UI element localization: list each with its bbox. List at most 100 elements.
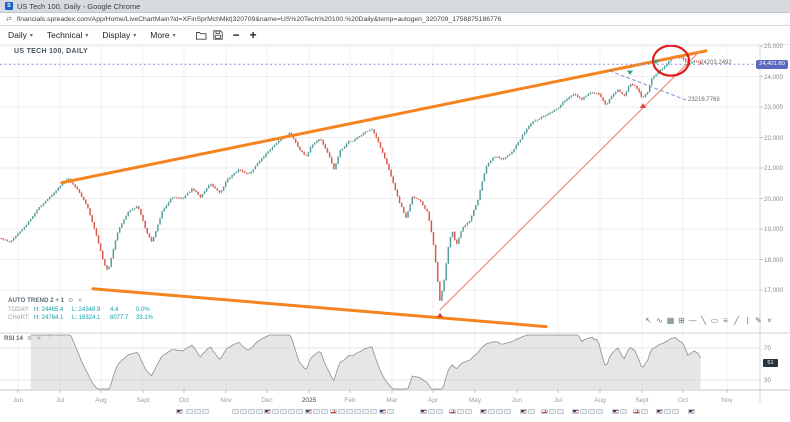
event-calendar-icon[interactable]	[557, 409, 564, 414]
close-tools-icon[interactable]: ×	[767, 316, 772, 325]
price-chart-canvas[interactable]	[0, 45, 790, 422]
url-text[interactable]: financials.spreadex.com/App/Home/LiveCha…	[16, 15, 502, 23]
legend-row-name: TODAY:	[8, 307, 30, 313]
event-calendar-icon[interactable]	[240, 409, 247, 414]
chevron-down-icon: ▾	[85, 32, 89, 39]
url-bar[interactable]: ⇄ financials.spreadex.com/App/Home/LiveC…	[0, 13, 790, 26]
event-calendar-icon[interactable]	[256, 409, 263, 414]
chart-type-tool-icon[interactable]: ⊞	[678, 316, 685, 325]
event-calendar-icon[interactable]	[580, 409, 587, 414]
menu-display[interactable]: Display ▾	[102, 30, 136, 40]
diagonal-line-tool-icon[interactable]: ╲	[701, 316, 706, 325]
event-calendar-icon[interactable]	[202, 409, 209, 414]
event-calendar-icon[interactable]	[596, 409, 603, 414]
event-calendar-icon[interactable]	[620, 409, 627, 414]
event-calendar-icon[interactable]	[288, 409, 295, 414]
event-calendar-icon[interactable]	[672, 409, 679, 414]
price-axis-label: 22,000	[764, 134, 783, 142]
event-calendar-icon[interactable]	[457, 409, 464, 414]
event-calendar-icon[interactable]	[387, 409, 394, 414]
close-icon[interactable]: ✕	[36, 336, 42, 342]
event-flag-us-icon[interactable]	[176, 409, 183, 414]
time-axis-label: Dec	[261, 397, 273, 404]
gear-icon[interactable]: ⚙	[68, 298, 74, 304]
candles	[0, 55, 702, 302]
current-price-badge: 24,401.80	[756, 59, 788, 69]
event-flag-us-icon[interactable]	[520, 409, 527, 414]
event-calendar-icon[interactable]	[194, 409, 201, 414]
event-calendar-icon[interactable]	[588, 409, 595, 414]
trendline-value-label-lower: 23216.7769	[688, 97, 720, 103]
event-calendar-icon[interactable]	[641, 409, 648, 414]
cursor-tool-icon[interactable]: ↖	[645, 316, 652, 325]
event-calendar-icon[interactable]	[296, 409, 303, 414]
event-calendar-icon[interactable]	[436, 409, 443, 414]
event-calendar-icon[interactable]	[528, 409, 535, 414]
event-calendar-icon[interactable]	[321, 409, 328, 414]
open-layout-button[interactable]	[195, 31, 207, 40]
ray-tool-icon[interactable]: ╱	[734, 316, 739, 325]
chevron-down-icon: ▾	[133, 32, 137, 39]
event-calendar-icon[interactable]	[504, 409, 511, 414]
price-axis-label: 21,000	[764, 165, 783, 172]
trendline-value-label-upper: 24203.2492	[700, 60, 732, 66]
annotation-tool-icon[interactable]: ≡	[723, 316, 728, 325]
close-icon[interactable]: ✕	[77, 298, 83, 304]
event-calendar-icon[interactable]	[428, 409, 435, 414]
event-calendar-icon[interactable]	[272, 409, 279, 414]
pencil-tool-icon[interactable]: ✎	[755, 316, 762, 325]
event-flag-us-icon[interactable]	[612, 409, 619, 414]
event-flag-us-icon[interactable]	[264, 409, 271, 414]
event-flag-us-icon[interactable]	[572, 409, 579, 414]
event-calendar-icon[interactable]	[465, 409, 472, 414]
zoom-out-button[interactable]: −	[232, 28, 240, 42]
gear-icon[interactable]: ⚙	[26, 336, 33, 342]
menu-interval[interactable]: Daily ▾	[8, 30, 33, 40]
event-calendar-icon[interactable]	[248, 409, 255, 414]
event-flag-uk-icon[interactable]	[449, 409, 456, 414]
event-calendar-icon[interactable]	[346, 409, 353, 414]
event-calendar-icon[interactable]	[549, 409, 556, 414]
event-calendar-icon[interactable]	[354, 409, 361, 414]
expand-pane-arrow-icon[interactable]: ↑	[48, 333, 52, 340]
event-calendar-icon[interactable]	[232, 409, 239, 414]
price-axis-label: 23,000	[764, 104, 783, 111]
window-title: US Tech 100, Daily - Google Chrome	[17, 1, 141, 11]
event-calendar-icon[interactable]	[186, 409, 193, 414]
event-calendar-icon[interactable]	[313, 409, 320, 414]
event-flag-us-icon[interactable]	[480, 409, 487, 414]
event-calendar-icon[interactable]	[362, 409, 369, 414]
menu-technical[interactable]: Technical ▾	[47, 30, 88, 40]
save-layout-button[interactable]	[213, 30, 223, 40]
divider-icon[interactable]: |	[746, 316, 749, 325]
event-calendar-icon[interactable]	[338, 409, 345, 414]
event-flag-uk-icon[interactable]	[541, 409, 548, 414]
price-axis-label: 19,000	[764, 226, 783, 233]
event-calendar-icon[interactable]	[488, 409, 495, 414]
event-flag-us-icon[interactable]	[656, 409, 663, 414]
event-calendar-icon[interactable]	[370, 409, 377, 414]
time-axis-label: Oct	[677, 397, 689, 404]
trendlines[interactable]	[0, 45, 757, 329]
time-axis-label: Aug	[95, 397, 107, 404]
horizontal-line-tool-icon[interactable]: —	[688, 316, 697, 325]
trend-tool-icon[interactable]: ∿	[656, 316, 663, 325]
time-axis-label: Sept	[136, 397, 150, 404]
event-flag-uk-icon[interactable]	[633, 409, 640, 414]
time-axis-label: Jun	[12, 397, 24, 404]
menu-more[interactable]: More ▾	[150, 30, 175, 40]
event-calendar-icon[interactable]	[280, 409, 287, 414]
rsi-study	[30, 334, 701, 390]
event-flag-us-icon[interactable]	[305, 409, 312, 414]
event-flag-us-icon[interactable]	[420, 409, 427, 414]
window-titlebar[interactable]: S US Tech 100, Daily - Google Chrome	[0, 0, 790, 13]
event-calendar-icon[interactable]	[496, 409, 503, 414]
event-calendar-icon[interactable]	[664, 409, 671, 414]
event-flag-uk-icon[interactable]	[330, 409, 337, 414]
event-flag-us-icon[interactable]	[688, 409, 695, 414]
rectangle-tool-icon[interactable]: ▭	[710, 316, 719, 325]
zoom-in-button[interactable]: +	[249, 28, 257, 42]
grid-tool-icon[interactable]: ▦	[666, 316, 675, 325]
event-flag-us-icon[interactable]	[379, 409, 386, 414]
